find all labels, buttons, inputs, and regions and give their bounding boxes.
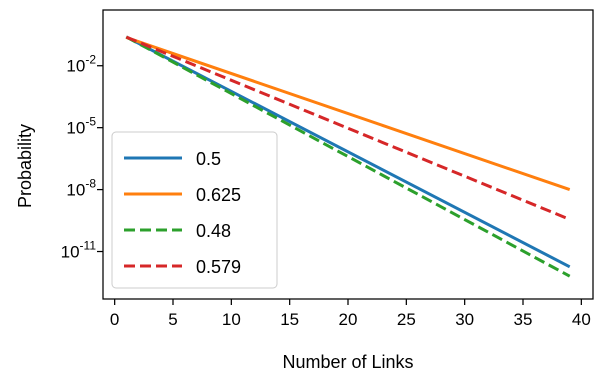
legend-label-2: 0.48 [196, 221, 231, 241]
x-axis-label: Number of Links [282, 352, 413, 372]
series-line-2 [125, 35, 571, 278]
x-axis: 0 5 10 15 20 25 30 35 40 [110, 299, 591, 329]
y-tick-label: 10-11 [61, 239, 97, 262]
y-tick-label: 10-5 [66, 115, 96, 138]
y-axis-label: Probability [15, 124, 35, 208]
x-tick-label: 10 [222, 310, 241, 329]
x-tick-label: 15 [280, 310, 299, 329]
x-tick-label: 0 [110, 310, 119, 329]
x-tick-label: 30 [455, 310, 474, 329]
y-tick-label: 10-2 [66, 53, 96, 76]
x-tick-label: 35 [514, 310, 533, 329]
x-tick-label: 25 [397, 310, 416, 329]
legend-label-0: 0.5 [196, 149, 221, 169]
legend-label-1: 0.625 [196, 185, 241, 205]
series-line-1 [125, 36, 571, 192]
legend-label-3: 0.579 [196, 257, 241, 277]
y-tick-label: 10-8 [66, 177, 96, 200]
legend-box [111, 131, 278, 289]
y-axis: 10-2 10-5 10-8 10-11 [61, 53, 103, 262]
series-layer [125, 35, 571, 278]
x-tick-label: 5 [168, 310, 177, 329]
x-tick-label: 40 [572, 310, 591, 329]
x-tick-label: 20 [339, 310, 358, 329]
legend: 0.5 0.625 0.48 0.579 [111, 131, 278, 289]
